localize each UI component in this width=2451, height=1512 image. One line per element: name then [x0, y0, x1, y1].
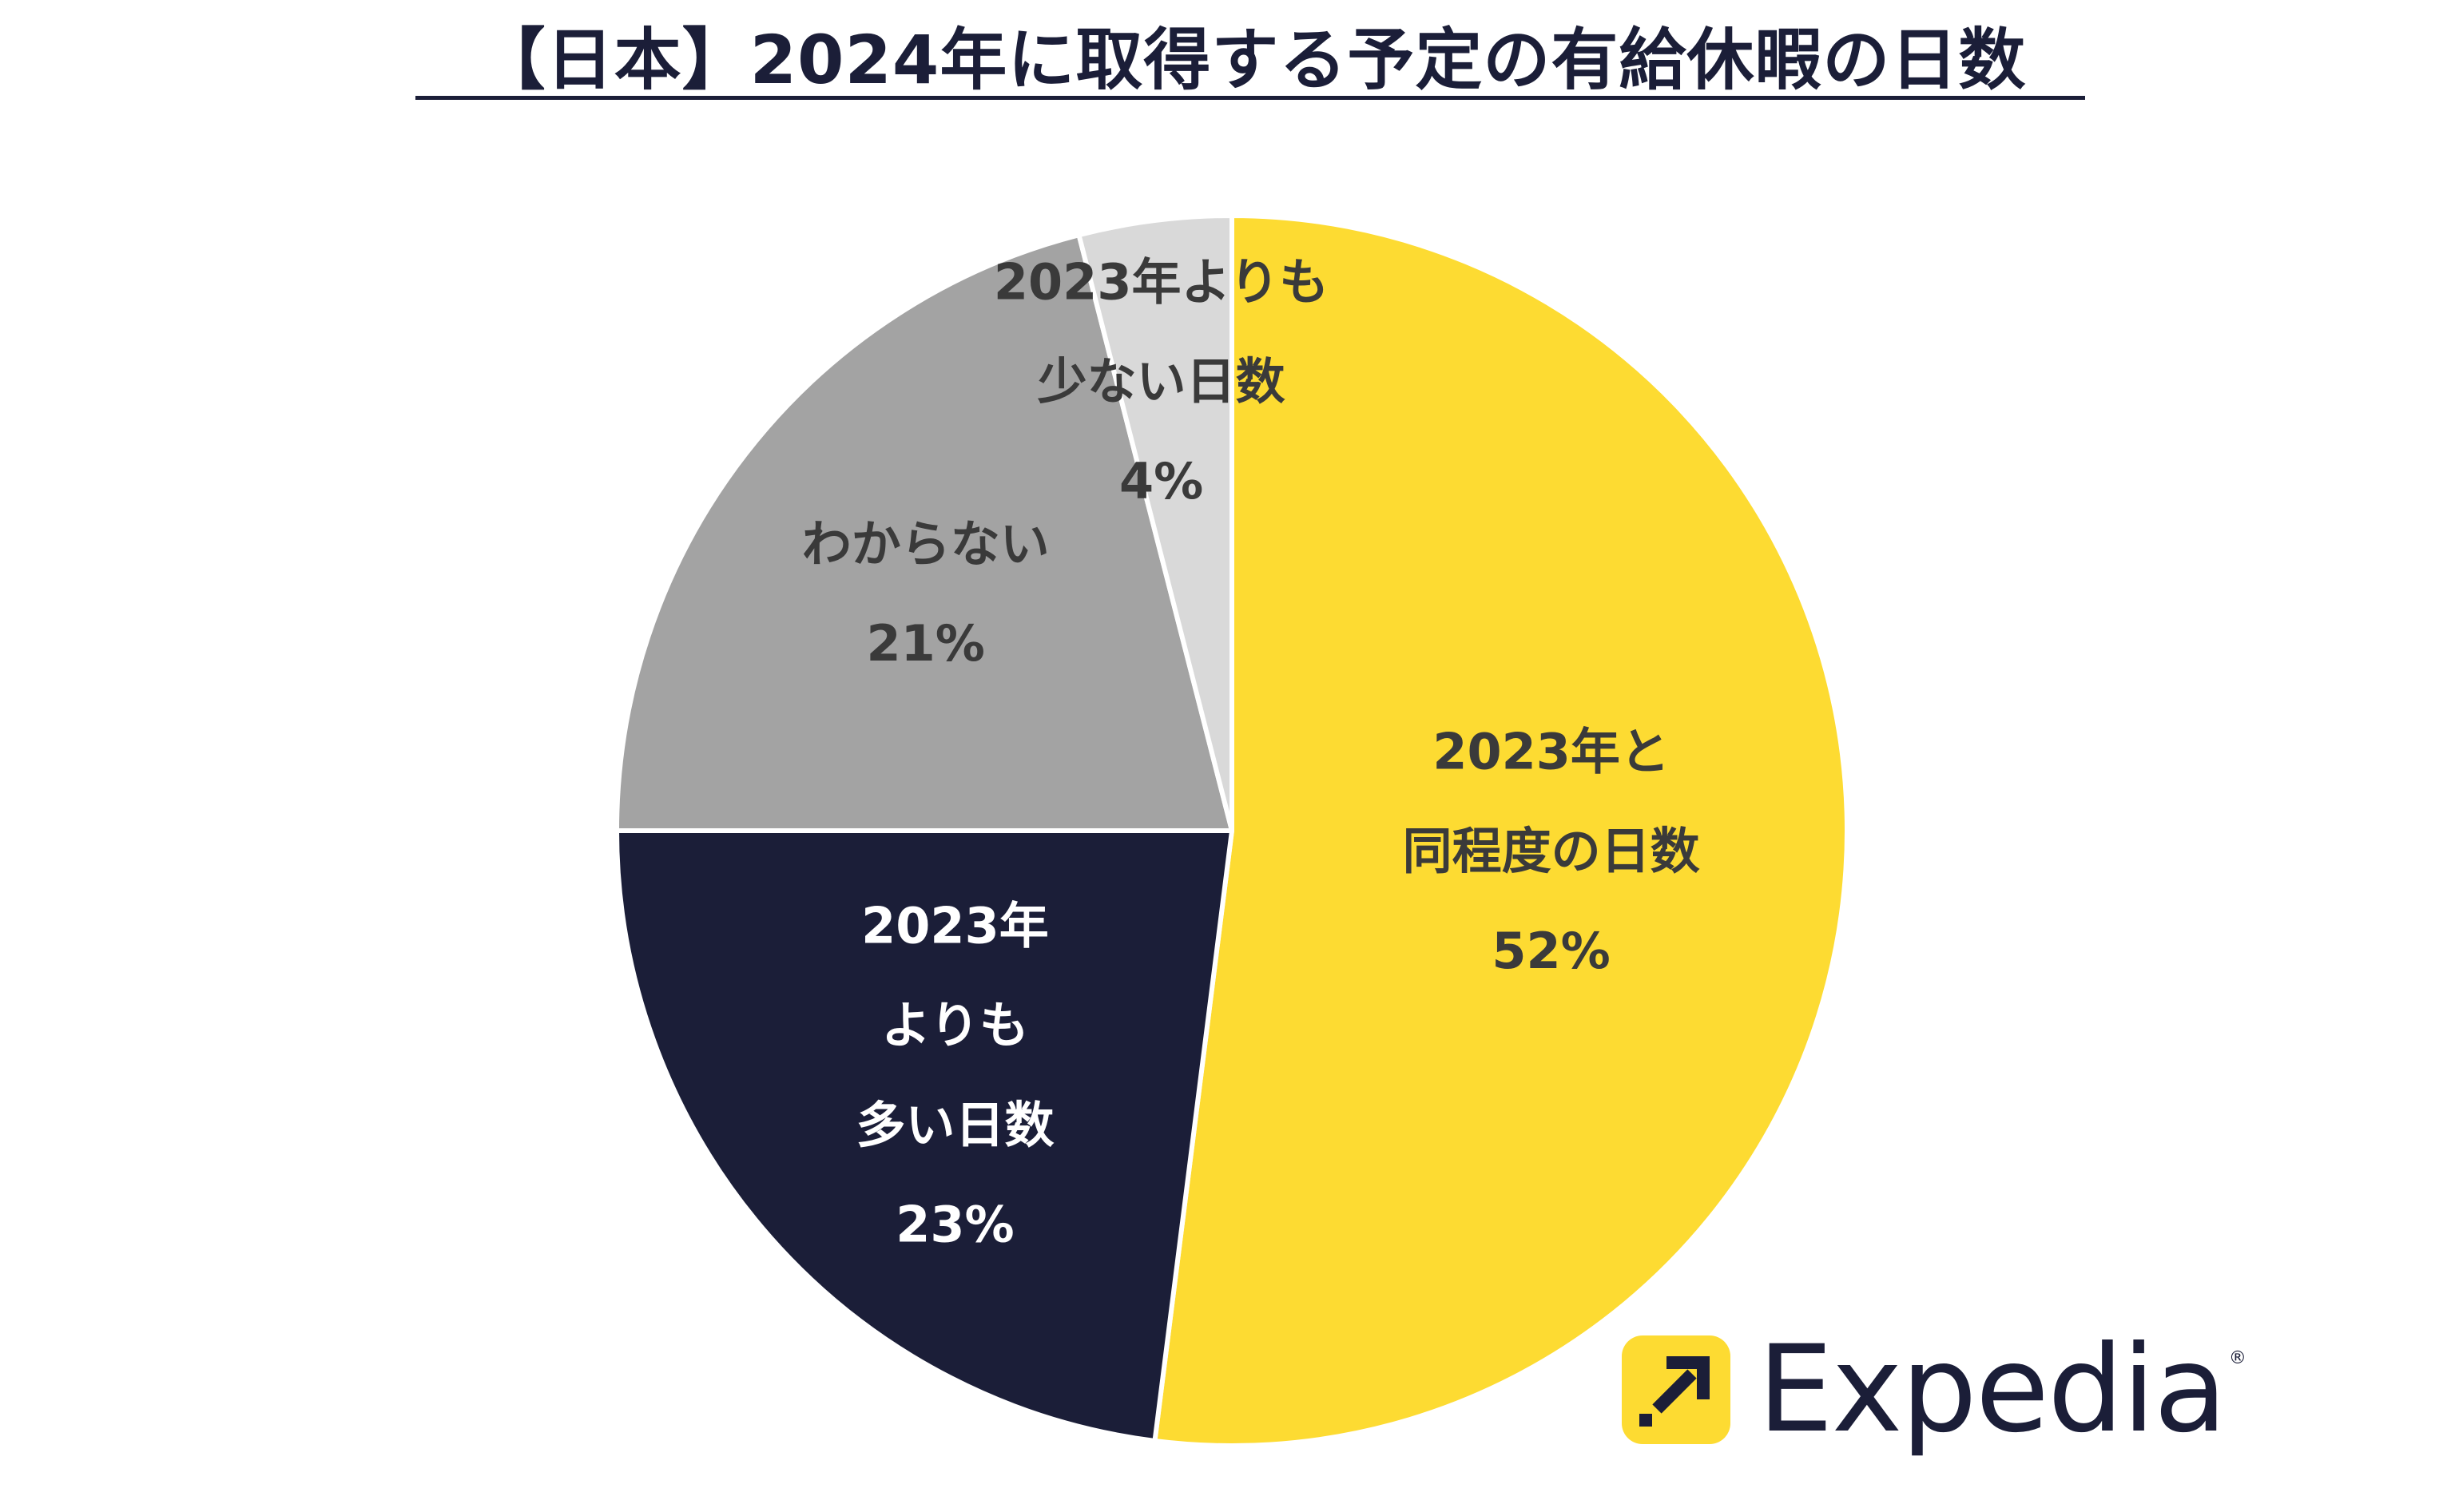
pie-slice-4	[1076, 213, 1234, 833]
slice-label-line: わからない	[802, 514, 1050, 573]
slice-label-line: 2023年よりも	[994, 252, 1329, 311]
slice-value-label: 4%	[1119, 452, 1203, 510]
slice-label-2: 2023年よりも多い日数 23%	[856, 896, 1054, 1253]
title-underline	[415, 96, 2085, 100]
slice-label-line: よりも	[881, 996, 1029, 1054]
slice-label-line: 少ない日数	[1038, 352, 1285, 411]
slice-value-label: 23%	[896, 1196, 1014, 1254]
slice-value-label: 52%	[1492, 922, 1610, 980]
chart-title: 【日本】2024年に取得する予定の有給休暇の日数	[478, 21, 2027, 99]
registered-mark: ®	[2228, 1348, 2246, 1368]
slice-label-1: 2023年と同程度の日数 52%	[1403, 722, 1700, 980]
slice-value-label: 21%	[866, 614, 984, 673]
slice-label-line: 2023年と	[1432, 722, 1670, 780]
arrow-up-right-icon	[1622, 1335, 1730, 1444]
slice-label-line: 多い日数	[856, 1096, 1054, 1154]
slice-label-line: 同程度の日数	[1403, 822, 1700, 880]
pie-slice-2	[614, 828, 1234, 1443]
pie-slice-1	[1152, 213, 1849, 1448]
slice-label-line: 2023年	[861, 896, 1049, 954]
slice-label-3: わからない 21%	[802, 514, 1050, 673]
logo-wordmark: Expedia	[1758, 1320, 2227, 1459]
pie-slice-3	[614, 232, 1234, 833]
slice-label-4: 2023年よりも少ない日数 4%	[994, 252, 1329, 510]
expedia-logo: Expedia ®	[1622, 1320, 2246, 1459]
